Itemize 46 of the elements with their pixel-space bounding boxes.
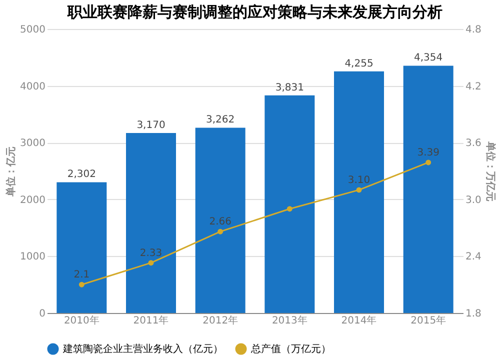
point: [218, 228, 224, 234]
point: [356, 187, 362, 193]
data-label: 4,354: [414, 52, 443, 64]
bar: [264, 95, 315, 313]
y-tick-label: 1000: [20, 252, 46, 263]
y2-axis-title: 单位：万亿元: [484, 140, 496, 202]
x-tick-label: 2013年: [272, 314, 308, 326]
x-tick-label: 2010年: [64, 314, 100, 326]
point: [286, 206, 292, 212]
y-tick-label: 2000: [20, 194, 46, 206]
data-label: 4,255: [344, 58, 374, 70]
x-tick-label: 2011年: [133, 314, 169, 326]
y2-tick-label: 3.0: [466, 194, 482, 206]
y2-tick-label: 4.2: [466, 81, 482, 92]
data-label: 3,831: [275, 82, 304, 94]
x-tick-label: 2012年: [202, 314, 238, 326]
bar: [403, 66, 454, 313]
y2-tick-label: 3.6: [466, 138, 482, 150]
data-label: 3.10: [348, 174, 370, 186]
data-label: 2.33: [140, 248, 162, 259]
legend-label: 建筑陶瓷企业主营业务收入（亿元）: [62, 343, 223, 355]
y-tick-label: 0: [39, 308, 46, 320]
x-tick-label: 2014年: [341, 314, 377, 326]
bar: [195, 128, 246, 313]
data-label: 3,262: [206, 114, 235, 126]
bar: [126, 132, 176, 313]
data-label: 2.66: [209, 216, 232, 228]
data-label: 3.39: [417, 147, 440, 158]
x-tick-label: 2015年: [410, 314, 446, 326]
y-tick-label: 5000: [20, 24, 46, 36]
legend-label: 总产值（万亿元）: [250, 343, 331, 355]
data-label: 2.1: [74, 270, 90, 281]
y-tick-label: 4000: [20, 81, 46, 92]
y-tick-label: 3000: [20, 138, 46, 150]
y2-tick-label: 4.8: [466, 24, 482, 36]
point: [78, 282, 84, 288]
y2-tick-label: 2.4: [466, 252, 482, 263]
bar: [334, 71, 384, 313]
y-axis-title: 单位：亿元: [5, 146, 18, 198]
y2-tick-label: 1.8: [466, 308, 482, 320]
chart-title: 职业联赛降薪与赛制调整的应对策略与未来发展方向分析: [66, 3, 442, 21]
point: [426, 160, 432, 166]
data-label: 2,302: [67, 169, 96, 180]
data-label: 3,170: [136, 120, 166, 131]
bar: [56, 182, 107, 313]
point: [148, 260, 154, 266]
